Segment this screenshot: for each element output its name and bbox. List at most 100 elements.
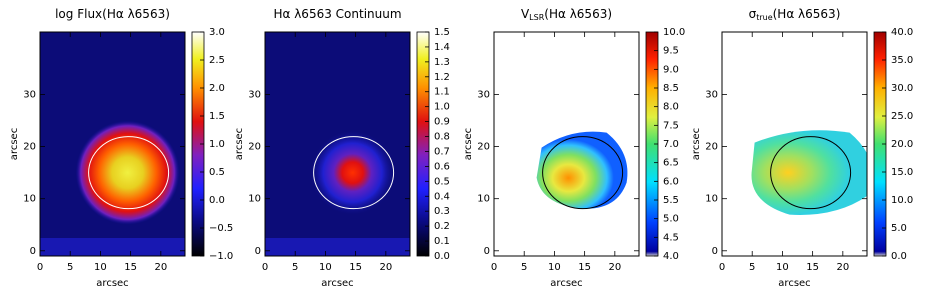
title-part: Hα λ6563 Continuum bbox=[273, 7, 401, 21]
colorbar-tick-label: 10.0 bbox=[663, 27, 685, 38]
colorbar-tick-label: 1.4 bbox=[434, 42, 450, 53]
map-band bbox=[40, 238, 185, 256]
y-tick-label: 0 bbox=[255, 246, 261, 257]
x-tick-label: 5 bbox=[749, 262, 755, 273]
x-tick-label: 20 bbox=[608, 262, 621, 273]
title-part: V bbox=[521, 7, 530, 21]
x-tick-label: 0 bbox=[37, 262, 43, 273]
colorbar-tick-label: 6.5 bbox=[663, 158, 679, 169]
y-tick-label: 0 bbox=[30, 246, 36, 257]
y-tick-label: 0 bbox=[484, 246, 490, 257]
x-axis-label: arcsec bbox=[96, 278, 128, 289]
plot-frame bbox=[39, 31, 186, 257]
colorbar-tick-label: 1.3 bbox=[434, 57, 450, 68]
colorbar-tick-label: 3.0 bbox=[209, 27, 225, 38]
map-image bbox=[40, 32, 185, 256]
y-tick-label: 20 bbox=[705, 142, 718, 153]
x-tick-label: 5 bbox=[292, 262, 298, 273]
colorbar-tick-label: 9.5 bbox=[663, 46, 679, 57]
title-part: (Hα λ6563) bbox=[773, 7, 841, 21]
y-tick-label: 0 bbox=[712, 246, 718, 257]
title-part: true bbox=[756, 13, 772, 22]
y-axis-label: arcsec bbox=[463, 128, 474, 160]
map-band bbox=[265, 238, 410, 256]
colorbar-tick-label: 1.5 bbox=[434, 27, 450, 38]
panel-title: VLSR(Hα λ6563) bbox=[521, 7, 612, 22]
x-tick-label: 10 bbox=[776, 262, 789, 273]
contour bbox=[770, 136, 852, 210]
colorbar-tick-label: 15.0 bbox=[891, 167, 913, 178]
colorbar bbox=[416, 31, 430, 257]
plot-frame bbox=[493, 31, 640, 257]
title-part: log Flux(Hα λ6563) bbox=[55, 7, 170, 21]
colorbar-tick-label: 8.5 bbox=[663, 83, 679, 94]
x-tick-label: 10 bbox=[319, 262, 332, 273]
y-tick-label: 10 bbox=[23, 194, 36, 205]
x-axis-label: arcsec bbox=[550, 278, 582, 289]
title-part: LSR bbox=[529, 13, 545, 22]
y-tick-label: 30 bbox=[23, 90, 36, 101]
x-tick-label: 20 bbox=[154, 262, 167, 273]
emission bbox=[310, 130, 395, 215]
y-tick-label: 30 bbox=[248, 90, 261, 101]
panel-title: Hα λ6563 Continuum bbox=[273, 7, 401, 21]
x-tick-label: 10 bbox=[548, 262, 561, 273]
colorbar-tick-label: −0.5 bbox=[209, 223, 233, 234]
y-axis-label: arcsec bbox=[9, 128, 20, 160]
y-axis-label: arcsec bbox=[691, 128, 702, 160]
panel-title: σtrue(Hα λ6563) bbox=[749, 7, 841, 22]
colorbar-tick-label: 8.0 bbox=[663, 102, 679, 113]
colorbar-tick-label: 0.5 bbox=[434, 176, 450, 187]
colorbar-tick-label: 0.0 bbox=[434, 251, 450, 262]
colorbar-tick-label: 0.8 bbox=[434, 132, 450, 143]
colorbar-tick-label: 0.7 bbox=[434, 146, 450, 157]
contour bbox=[313, 136, 395, 210]
colorbar-tick-label: 4.5 bbox=[663, 232, 679, 243]
colorbar-tick-label: 7.5 bbox=[663, 120, 679, 131]
colorbar-tick-label: 0.0 bbox=[209, 195, 225, 206]
y-tick-label: 30 bbox=[477, 90, 490, 101]
y-tick-label: 10 bbox=[248, 194, 261, 205]
colorbar-tick-label: 1.2 bbox=[434, 72, 450, 83]
plot-frame bbox=[264, 31, 411, 257]
x-tick-label: 20 bbox=[836, 262, 849, 273]
emission bbox=[536, 131, 628, 209]
colorbar-tick-label: 0.0 bbox=[891, 251, 907, 262]
colorbar-tick-label: 1.1 bbox=[434, 87, 450, 98]
map-image bbox=[722, 32, 867, 256]
map-image bbox=[494, 32, 639, 256]
colorbar-tick-label: 1.0 bbox=[434, 102, 450, 113]
colorbar-tick-label: 20.0 bbox=[891, 139, 913, 150]
y-tick-label: 20 bbox=[477, 142, 490, 153]
x-tick-label: 0 bbox=[719, 262, 725, 273]
colorbar-tick-label: 1.0 bbox=[209, 139, 225, 150]
x-tick-label: 5 bbox=[67, 262, 73, 273]
x-tick-label: 15 bbox=[124, 262, 137, 273]
title-part: (Hα λ6563) bbox=[544, 7, 612, 21]
colorbar-tick-label: 2.5 bbox=[209, 55, 225, 66]
colorbar-tick-label: 7.0 bbox=[663, 139, 679, 150]
colorbar-tick-label: 30.0 bbox=[891, 83, 913, 94]
map-image bbox=[265, 32, 410, 256]
colorbar-tick-label: 6.0 bbox=[663, 176, 679, 187]
colorbar-tick-label: 2.0 bbox=[209, 83, 225, 94]
panel-title: log Flux(Hα λ6563) bbox=[55, 7, 170, 21]
x-tick-label: 15 bbox=[806, 262, 819, 273]
contour bbox=[542, 136, 624, 210]
colorbar-tick-label: 9.0 bbox=[663, 64, 679, 75]
colorbar-tick-label: 0.2 bbox=[434, 221, 450, 232]
x-tick-label: 0 bbox=[491, 262, 497, 273]
x-tick-label: 15 bbox=[349, 262, 362, 273]
x-tick-label: 5 bbox=[521, 262, 527, 273]
y-tick-label: 10 bbox=[705, 194, 718, 205]
colorbar-tick-label: 4.0 bbox=[663, 251, 679, 262]
x-tick-label: 15 bbox=[578, 262, 591, 273]
title-part: σ bbox=[749, 7, 757, 21]
colorbar-tick-label: 0.3 bbox=[434, 206, 450, 217]
colorbar-tick-label: 40.0 bbox=[891, 27, 913, 38]
x-tick-label: 20 bbox=[379, 262, 392, 273]
contour bbox=[88, 136, 170, 210]
colorbar-tick-label: 1.5 bbox=[209, 111, 225, 122]
x-axis-label: arcsec bbox=[778, 278, 810, 289]
